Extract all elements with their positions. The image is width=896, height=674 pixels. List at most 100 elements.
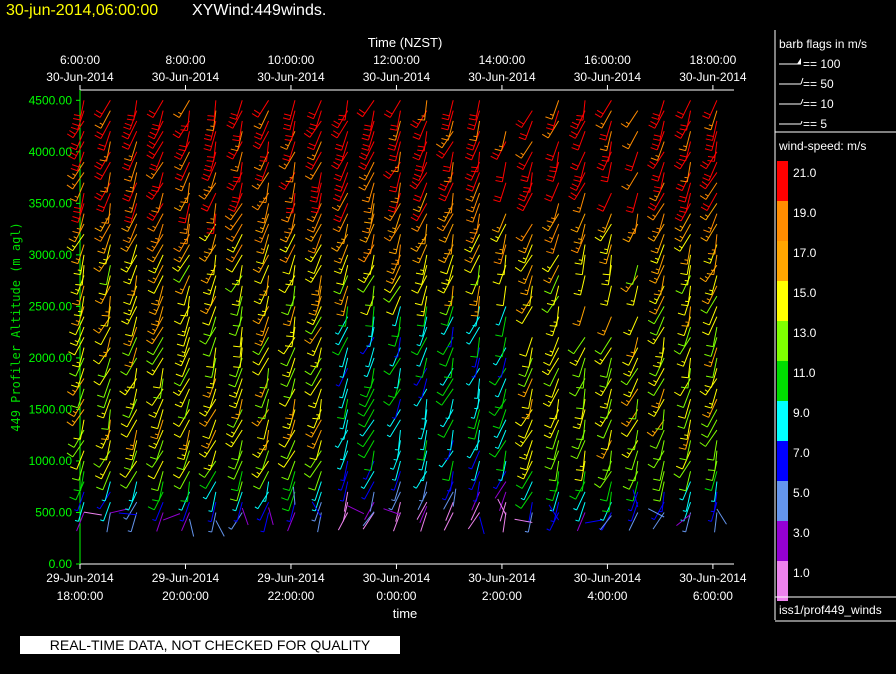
wind-barb-feather bbox=[304, 278, 312, 283]
wind-barb bbox=[476, 429, 481, 450]
wind-barb bbox=[396, 110, 401, 131]
wind-barb-feather bbox=[146, 339, 153, 345]
wind-barb bbox=[472, 192, 481, 213]
wind-barb-feather bbox=[94, 196, 101, 201]
wind-barb-feather bbox=[282, 374, 289, 378]
wind-barb bbox=[259, 471, 270, 490]
wind-barb bbox=[157, 306, 164, 326]
wind-barb bbox=[476, 337, 481, 358]
wind-barb bbox=[574, 182, 586, 201]
wind-barb bbox=[712, 357, 718, 378]
wind-barb-feather bbox=[657, 290, 662, 292]
wind-barb-feather bbox=[520, 235, 525, 238]
wind-barb-feather bbox=[336, 205, 341, 208]
wind-barb-feather bbox=[699, 390, 706, 396]
wind-barb bbox=[444, 223, 454, 243]
wind-barb bbox=[661, 337, 665, 358]
wind-barb-feather bbox=[255, 261, 263, 265]
wind-barb-feather bbox=[179, 288, 184, 291]
wind-barb bbox=[582, 419, 586, 440]
wind-barb bbox=[235, 378, 243, 398]
wind-barb bbox=[656, 131, 665, 151]
wind-barb-feather bbox=[655, 356, 663, 358]
wind-barb bbox=[467, 512, 480, 530]
wind-barb-feather bbox=[285, 216, 290, 219]
wind-barb-feather bbox=[577, 206, 581, 209]
wind-barb bbox=[521, 223, 533, 242]
wind-barb bbox=[152, 141, 164, 159]
wind-barb-feather bbox=[542, 226, 549, 232]
wind-barb bbox=[232, 234, 243, 253]
wind-barb-feather bbox=[708, 257, 712, 261]
color-scale-label: 19.0 bbox=[793, 206, 817, 220]
wind-barb-feather bbox=[464, 248, 471, 253]
wind-barb bbox=[685, 131, 692, 151]
wind-barb-feather bbox=[702, 177, 710, 181]
wind-barb bbox=[178, 460, 190, 479]
wind-barb-feather bbox=[702, 321, 710, 326]
wind-barb bbox=[656, 316, 665, 336]
wind-barb bbox=[581, 254, 586, 275]
wind-barb-feather bbox=[74, 509, 78, 512]
wind-barb bbox=[605, 368, 612, 388]
wind-barb-feather bbox=[155, 320, 159, 323]
wind-barb bbox=[680, 223, 691, 242]
wind-barb bbox=[100, 460, 111, 480]
wind-barb-feather bbox=[521, 473, 526, 476]
wind-barb bbox=[364, 141, 375, 160]
wind-barb-feather bbox=[599, 420, 604, 424]
wind-barb-feather bbox=[546, 178, 554, 182]
wind-barb-feather bbox=[231, 235, 235, 239]
wind-barb-feather bbox=[204, 303, 212, 306]
y-tick-label: 500.00 bbox=[35, 505, 72, 519]
wind-barb-feather bbox=[331, 247, 338, 252]
barb-legend-title: barb flags in m/s bbox=[779, 37, 867, 51]
wind-barb-feather bbox=[256, 251, 264, 255]
wind-barb-feather bbox=[598, 163, 605, 167]
wind-barb bbox=[371, 316, 375, 337]
wind-barb-feather bbox=[71, 245, 76, 248]
wind-barb-feather bbox=[306, 156, 314, 161]
wind-barb bbox=[423, 429, 428, 450]
wind-barb-feather bbox=[445, 417, 450, 420]
wind-barb bbox=[685, 429, 692, 450]
wind-barb-feather bbox=[677, 332, 685, 337]
wind-barb-feather bbox=[311, 509, 316, 512]
wind-barb bbox=[118, 512, 137, 516]
wind-barb-feather bbox=[649, 197, 656, 202]
wind-barb bbox=[686, 110, 692, 131]
wind-barb-feather bbox=[417, 257, 421, 260]
wind-barb bbox=[130, 203, 138, 223]
wind-barb-feather bbox=[203, 138, 211, 141]
wind-barb-feather bbox=[653, 298, 658, 301]
wind-barb bbox=[98, 450, 111, 468]
wind-barb-feather bbox=[495, 323, 500, 326]
wind-barb-feather bbox=[148, 212, 156, 218]
wind-barb-feather bbox=[198, 473, 205, 478]
wind-barb bbox=[471, 182, 481, 202]
wind-barb-feather bbox=[625, 286, 629, 289]
wind-barb-feather bbox=[229, 116, 237, 120]
wind-barb-feather bbox=[67, 174, 74, 180]
wind-barb-feather bbox=[306, 115, 314, 120]
wind-barb-feather bbox=[549, 170, 557, 173]
wind-barb bbox=[710, 110, 718, 130]
wind-barb bbox=[418, 244, 428, 264]
wind-barb-feather bbox=[260, 248, 265, 251]
wind-barb-feather bbox=[285, 304, 293, 307]
wind-barb-feather bbox=[439, 311, 447, 316]
wind-barb bbox=[213, 254, 217, 275]
wind-barb bbox=[661, 409, 665, 430]
wind-barb-feather bbox=[413, 383, 417, 386]
wind-barb-feather bbox=[705, 144, 713, 148]
wind-barb bbox=[213, 100, 217, 121]
wind-barb bbox=[364, 161, 375, 181]
wind-barb-feather bbox=[357, 288, 364, 293]
wind-barb-feather bbox=[409, 184, 416, 190]
wind-barb-feather bbox=[363, 272, 371, 275]
wind-barb-feather bbox=[518, 136, 526, 141]
wind-barb-feather bbox=[96, 486, 104, 491]
wind-barb-feather bbox=[600, 133, 608, 137]
wind-barb-feather bbox=[256, 518, 261, 521]
wind-barb bbox=[450, 234, 454, 255]
